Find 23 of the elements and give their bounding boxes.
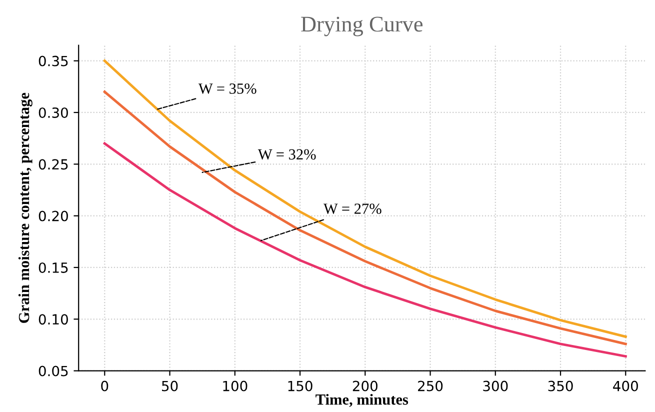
y-tick-label: 0.35 — [38, 56, 68, 66]
chart-title: Drying Curve — [301, 16, 423, 36]
x-tick-label: 350 — [548, 380, 573, 392]
y-tick-label: 0.30 — [38, 107, 68, 118]
y-tick-label: 0.20 — [38, 210, 68, 222]
y-tick-label: 0.05 — [38, 366, 68, 376]
x-tick-label: 150 — [288, 380, 312, 392]
x-axis-title: Time, minutes — [316, 394, 408, 407]
y-tick-label: 0.10 — [38, 314, 68, 325]
x-tick-label: 200 — [352, 380, 378, 392]
annotation: W = 32% — [258, 149, 316, 160]
x-tick-label: 250 — [418, 380, 443, 392]
y-axis-title: Grain moisture content, percentage — [18, 92, 32, 323]
x-tick-label: 100 — [223, 380, 248, 392]
annotation: W = 27% — [323, 204, 382, 214]
y-tick-label: 0.25 — [38, 159, 68, 170]
annotation: W = 35% — [198, 83, 256, 94]
x-tick-label: 400 — [613, 380, 638, 392]
x-tick-label: 300 — [483, 380, 508, 392]
x-tick-label: 50 — [162, 380, 178, 392]
x-tick-label: 0 — [101, 380, 108, 392]
line-series — [103, 142, 627, 358]
y-tick-label: 0.15 — [38, 262, 68, 273]
